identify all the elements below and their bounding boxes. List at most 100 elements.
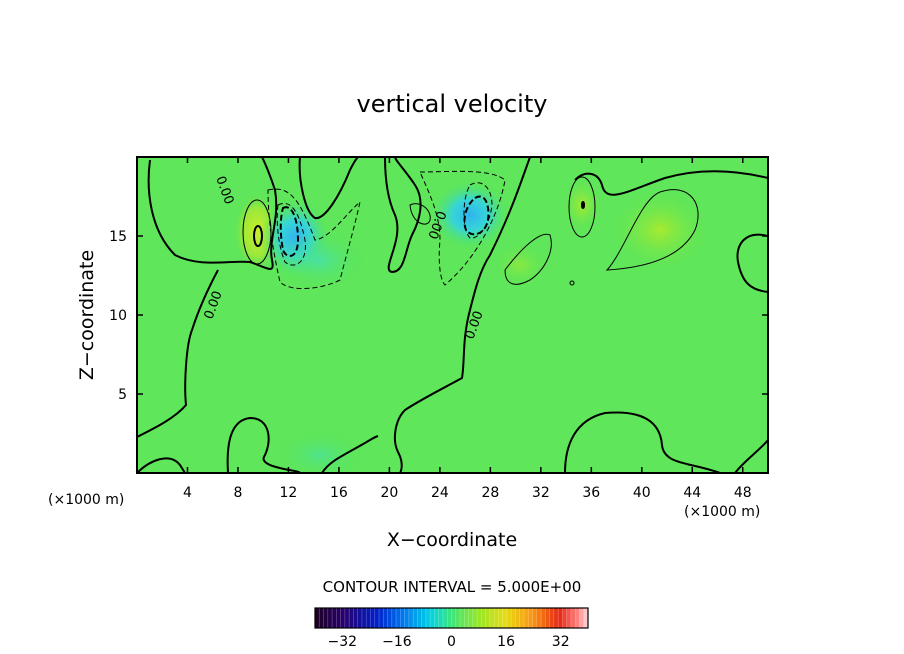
colorbar-cell (387, 608, 393, 628)
colorbar-cell (315, 608, 320, 628)
y-tick-label: 15 (109, 229, 127, 245)
x-axis-ticks: 4 8 12 16 20 24 28 32 36 40 44 48 (183, 157, 752, 501)
zero-contour-top-middle (298, 157, 359, 220)
zero-contour-left-upper (147, 157, 278, 270)
zero-contour-center-lobe (384, 157, 422, 274)
zero-contour-right-loop (736, 233, 768, 293)
colorbar-cell (434, 608, 440, 628)
colorbar-cell (353, 608, 358, 628)
colorbar-cell (327, 608, 333, 628)
colorbar-frame (314, 607, 589, 629)
colorbar-cell (515, 608, 521, 628)
y-tick-label: 5 (118, 387, 127, 403)
colorbar-cell (319, 608, 324, 628)
colorbar-cell (447, 608, 452, 628)
x-tick-label: 20 (380, 485, 398, 501)
x-axis-label: X−coordinate (387, 529, 517, 551)
colorbar-tick-label: 16 (497, 634, 515, 650)
negative-contour-inner-2 (463, 195, 490, 236)
colorbar-cell (421, 608, 427, 628)
negative-contour-outer-1 (267, 188, 361, 290)
colorbar-cell (524, 608, 529, 628)
contours (137, 157, 768, 473)
colorbar-cell (494, 608, 499, 628)
zero-contour-lower-middle (226, 416, 301, 473)
colorbar-cell (519, 608, 525, 628)
x-tick-label: 36 (582, 485, 600, 501)
colorbar-cell (545, 608, 550, 628)
colorbar-ticks: −32 −16 0 16 32 (328, 634, 570, 650)
field-blob-positive-2 (605, 185, 715, 275)
colorbar-cell (579, 608, 585, 628)
colorbar-cell (541, 608, 546, 628)
zero-contour-left-diagonal (137, 269, 219, 438)
chart-title: vertical velocity (357, 90, 548, 118)
zero-contour-small-bottom (321, 435, 379, 473)
colorbar-cell (472, 608, 478, 628)
colorbar-cell (391, 608, 397, 628)
colorbar-cell (374, 608, 380, 628)
colorbar-cell (532, 608, 538, 628)
colorbar-cell (489, 608, 495, 628)
plot-area: 0.00 0.00 0.00 0.00 (137, 157, 768, 473)
zero-contour-lower-right (564, 411, 721, 473)
colorbar-tick-label: 32 (552, 634, 570, 650)
positive-contour-ring-7 (409, 203, 431, 225)
colorbar-cell (502, 608, 508, 628)
colorbar-cell (404, 608, 410, 628)
colorbar-cell (425, 608, 431, 628)
zero-contour-right-upper (574, 170, 768, 196)
colorbar-cell (558, 608, 563, 628)
x-unit-label-right: (×1000 m) (684, 504, 760, 520)
colorbar-cell (332, 608, 337, 628)
x-tick-label: 4 (183, 485, 192, 501)
field-blob-negative-4 (275, 430, 365, 473)
colorbar-cell (430, 608, 435, 628)
positive-contour-ring-5 (605, 189, 699, 271)
colorbar-cell (451, 608, 457, 628)
colorbar-cell (438, 608, 444, 628)
colorbar-cell (511, 608, 516, 628)
x-tick-label: 28 (481, 485, 499, 501)
colorbar-cell (396, 608, 401, 628)
colorbar-cell (336, 608, 341, 628)
colorbar-cell (370, 608, 376, 628)
colorbar-cell (383, 608, 388, 628)
colorbar-cell (349, 608, 354, 628)
colorbar-cell (528, 608, 533, 628)
colorbar-cell (536, 608, 542, 628)
zero-contour-bottom-right (734, 439, 768, 473)
colorbar-tick-label: 0 (447, 634, 456, 650)
x-tick-label: 48 (734, 485, 752, 501)
colorbar-cell (417, 608, 422, 628)
colorbar-cell (357, 608, 363, 628)
x-tick-label: 16 (330, 485, 348, 501)
x-unit-label-left: (×1000 m) (48, 492, 124, 508)
negative-contour-inner-1 (279, 206, 300, 257)
y-tick-label: 10 (109, 308, 127, 324)
colorbar-cell (361, 608, 367, 628)
negative-contour-mid-2 (463, 182, 493, 239)
colorbar-cell (344, 608, 350, 628)
colorbar-cell (408, 608, 414, 628)
colorbar-cell (323, 608, 329, 628)
colorbar-cell (481, 608, 486, 628)
x-tick-label: 32 (532, 485, 550, 501)
colorbar-cell (455, 608, 461, 628)
x-tick-label: 24 (431, 485, 449, 501)
colorbar-tick-label: −16 (382, 634, 412, 650)
colorbar-cell (460, 608, 465, 628)
x-tick-label: 8 (233, 485, 242, 501)
colorbar-cell (340, 608, 346, 628)
colorbar-cell (378, 608, 384, 628)
colorbar-cell (566, 608, 572, 628)
colorbar-cell (464, 608, 469, 628)
colorbar-cell (570, 608, 576, 628)
colorbar-cell (400, 608, 405, 628)
field-blob-positive-4 (490, 240, 550, 290)
negative-contour-outer-2 (419, 170, 506, 286)
colorbar-cell (549, 608, 555, 628)
x-tick-label: 12 (280, 485, 298, 501)
colorbar-cell (468, 608, 474, 628)
